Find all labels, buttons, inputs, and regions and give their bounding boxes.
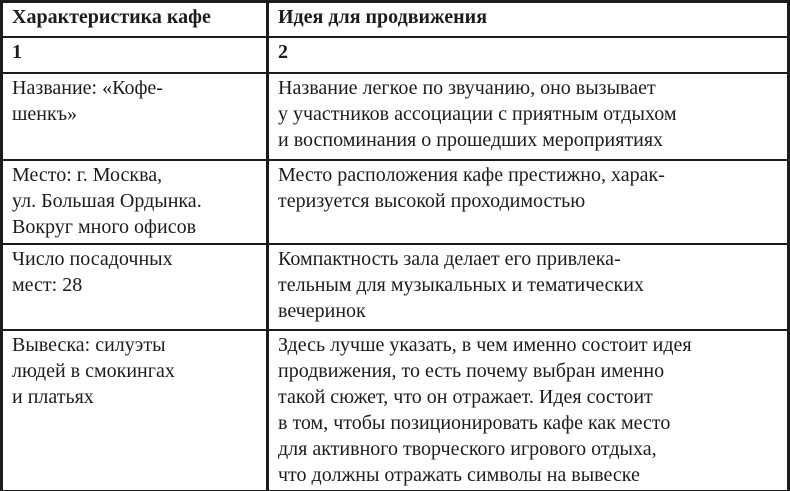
cell-idea-sign: Здесь лучше указать, в чем именно состои… — [266, 329, 790, 491]
cell-idea-name: Название легкое по звучанию, оно вызывае… — [266, 72, 790, 161]
cell-characteristic-location: Место: г. Москва, ул. Большая Ордынка. В… — [0, 159, 269, 245]
column-number-2: 2 — [266, 36, 790, 74]
column-number-row: 1 2 — [0, 36, 790, 74]
header-row: Характеристика кафе Идея для продвижения — [0, 0, 790, 38]
header-characteristic: Характеристика кафе — [0, 0, 269, 38]
cell-idea-seats: Компактность зала делает его привлека- т… — [266, 243, 790, 331]
cell-characteristic-name: Название: «Кофе- шенкъ» — [0, 72, 269, 161]
cell-idea-location: Место расположения кафе престижно, харак… — [266, 159, 790, 245]
header-idea: Идея для продвижения — [266, 0, 790, 38]
column-number-1: 1 — [0, 36, 269, 74]
cell-characteristic-sign: Вывеска: силуэты людей в смокингах и пла… — [0, 329, 269, 491]
table-row-sign: Вывеска: силуэты людей в смокингах и пла… — [0, 329, 790, 491]
table-row-seats: Число посадочных мест: 28 Компактность з… — [0, 243, 790, 331]
cell-characteristic-seats: Число посадочных мест: 28 — [0, 243, 269, 331]
table-row-location: Место: г. Москва, ул. Большая Ордынка. В… — [0, 159, 790, 245]
table-row-name: Название: «Кофе- шенкъ» Название легкое … — [0, 72, 790, 161]
